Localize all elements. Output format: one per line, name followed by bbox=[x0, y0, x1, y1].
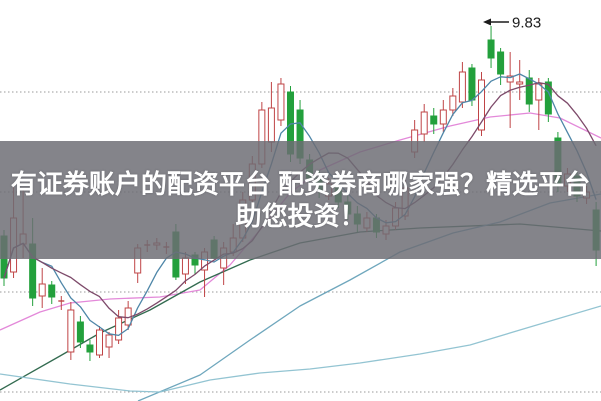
ad-text-line2: 助您投资！ bbox=[235, 201, 366, 231]
candle-body bbox=[458, 71, 466, 103]
candle-body bbox=[439, 109, 447, 125]
candle-body bbox=[497, 51, 505, 75]
ad-overlay-banner: 有证券账户的配资平台 配资券商哪家强？精选平台 助您投资！ bbox=[0, 141, 601, 259]
candle-body bbox=[115, 317, 123, 341]
candle-body bbox=[267, 107, 275, 143]
candle-body bbox=[525, 77, 533, 105]
candle-body bbox=[86, 344, 94, 353]
price-callout-label: 9.83 bbox=[512, 15, 541, 32]
candle-body bbox=[67, 309, 75, 353]
candle-body bbox=[430, 115, 438, 125]
candle-body bbox=[48, 284, 56, 298]
candle-body bbox=[277, 83, 285, 121]
ad-text-line1: 有证券账户的配资平台 配资券商哪家强？精选平台 bbox=[10, 169, 591, 199]
price-callout-arrowhead bbox=[483, 18, 491, 26]
candle-body bbox=[420, 111, 428, 135]
candle-body bbox=[449, 95, 457, 111]
candle-body bbox=[38, 283, 46, 297]
candle-body bbox=[96, 329, 103, 356]
slow-line-3-line bbox=[0, 305, 601, 393]
candle-body bbox=[487, 39, 495, 59]
candle-body bbox=[506, 75, 514, 83]
candle-body bbox=[516, 81, 524, 85]
candle-body bbox=[468, 67, 476, 101]
candle-body bbox=[478, 79, 485, 131]
candle-body bbox=[181, 257, 189, 275]
ma5-line bbox=[3, 73, 597, 337]
candle-body bbox=[105, 334, 113, 348]
candle-body bbox=[76, 321, 84, 343]
